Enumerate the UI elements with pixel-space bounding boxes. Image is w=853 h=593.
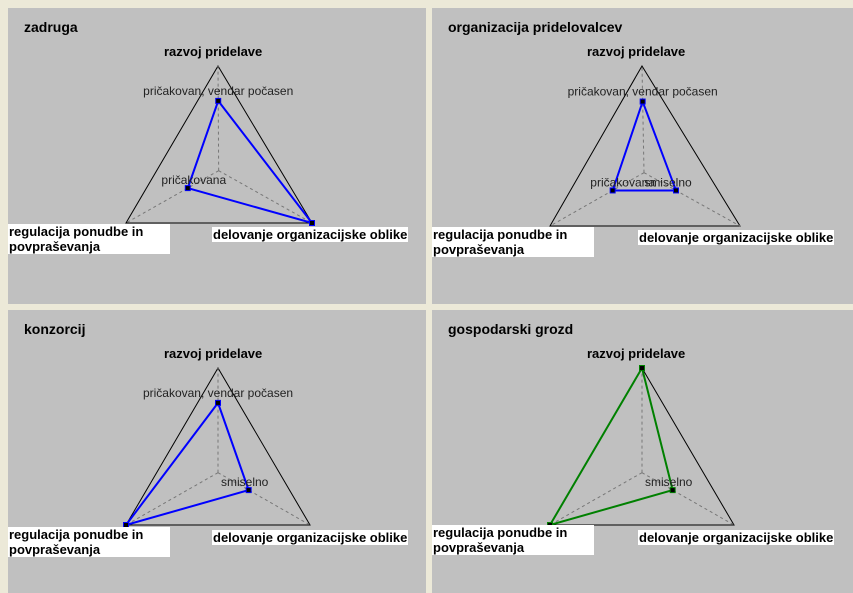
point-label: pričakovan, vendar počasen [143,84,293,98]
radar-spoke [217,65,220,171]
radar-panel-3: smiselno gospodarski grozd razvoj pridel… [432,310,853,593]
axis-label-top: razvoj pridelave [164,44,263,59]
chart-title: organizacija pridelovalcev [448,19,623,35]
radar-svg: pričakovan, vendar počasen smiselnopričak… [549,65,741,227]
radar-spoke [125,472,219,526]
axis-label-left: regulacija ponudbe in povpraševanja [8,527,170,557]
radar-spoke [641,65,645,173]
point-label: smiselno [644,175,692,189]
radar-point [669,487,676,494]
point-label: pričakovana [161,173,226,187]
radar-frame [125,367,311,526]
axis-label-left: regulacija ponudbe in povpraševanja [8,224,170,254]
axis-label-right: delovanje organizacijske oblike [212,530,409,545]
point-label: pričakovan, vendar počasen [143,386,293,400]
radar-series [611,98,678,192]
point-label: smiselno [221,475,269,489]
axis-label-left: regulacija ponudbe in povpraševanja [432,227,594,257]
radar-spoke [218,170,313,224]
radar-point [639,98,646,105]
chart-title: zadruga [24,19,78,35]
radar-point [309,220,315,226]
point-label: pričakovana [590,175,655,189]
radar-svg: pričakovan, vendar počasen pričakovana [125,65,315,226]
radar-panel-2: pričakovan, vendar počasen smiselno konzo… [8,310,426,593]
chart-title: konzorcij [24,321,86,337]
axis-label-right: delovanje organizacijske oblike [638,230,835,245]
radar-frame [549,65,741,227]
radar-point [215,97,222,104]
radar-panel-0: pričakovan, vendar počasen pričakovana za… [8,8,426,304]
axis-label-top: razvoj pridelave [587,44,686,59]
radar-spoke [549,472,643,526]
radar-series [547,365,674,527]
axis-label-right: delovanje organizacijske oblike [212,227,409,242]
radar-point [673,187,679,194]
radar-svg: pričakovan, vendar počasen smiselno [123,367,311,528]
axis-label-top: razvoj pridelave [587,346,686,361]
axis-label-left: regulacija ponudbe in povpraševanja [432,525,594,555]
radar-spoke [643,172,741,227]
radar-svg: smiselno [547,365,735,528]
radar-panel-1: pričakovan, vendar počasen smiselno pričak… [432,8,853,304]
radar-series [123,400,250,527]
point-label: pričakovan, vendar počasen [568,85,718,99]
radar-point [639,365,645,371]
point-label: smiselno [645,475,693,489]
radar-frame [125,65,313,224]
radar-point [245,487,252,494]
axis-label-top: razvoj pridelave [164,346,263,361]
radar-spoke [549,172,645,227]
radar-series [186,98,315,225]
radar-point [215,399,221,406]
chart-title: gospodarski grozd [448,321,574,337]
radar-point [609,187,616,194]
axis-label-right: delovanje organizacijske oblike [638,530,835,545]
radar-point [184,185,191,192]
